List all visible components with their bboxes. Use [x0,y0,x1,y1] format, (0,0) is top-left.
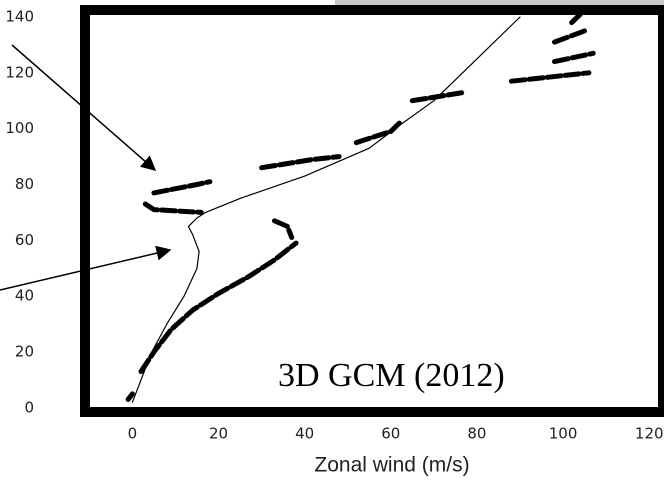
y-tick-label: 60 [15,231,34,249]
observation-line [125,11,596,402]
annotation: 3D GCM (2012) [278,357,505,394]
x-tick-label: 120 [635,425,664,443]
y-tick-label: 120 [5,63,34,81]
arrow [11,44,157,171]
x-tick-label: 80 [467,425,486,443]
y-tick-label: 0 [24,398,34,416]
model-line [131,16,521,403]
plot-frame [80,5,664,417]
x-tick-label: 20 [209,425,228,443]
arrow [0,245,172,291]
x-axis-label: Zonal wind (m/s) [314,454,469,477]
y-tick-label: 40 [15,287,34,305]
y-tick-label: 140 [5,7,34,25]
plot-area [125,11,596,403]
x-tick-label: 60 [381,425,400,443]
y-tick-label: 100 [5,119,34,137]
x-tick-label: 100 [549,425,578,443]
x-tick-label: 0 [128,425,138,443]
y-tick-label: 80 [15,175,34,193]
y-tick-label: 20 [15,342,34,360]
x-tick-label: 40 [295,425,314,443]
